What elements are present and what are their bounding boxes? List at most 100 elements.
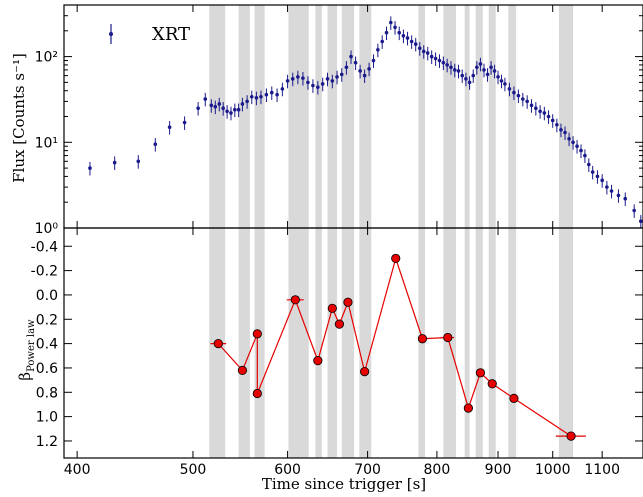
flux-points	[88, 16, 643, 228]
y-tick-label: -0.4	[31, 239, 58, 255]
flux-point	[460, 73, 465, 78]
beta-point	[252, 388, 262, 399]
beta-line	[217, 256, 572, 437]
y-axis-label-sub: Power law	[26, 319, 37, 372]
flux-point	[478, 62, 483, 66]
flux-point	[464, 77, 468, 81]
beta-axis-ticks: 400 500 600 700 800 900 1000 1100 -0.4 -0.2 0.0 0.2…	[31, 228, 643, 478]
x-tick-label: 1100	[584, 462, 620, 478]
flux-point	[136, 159, 141, 164]
flux-point	[358, 69, 362, 73]
flux-point	[409, 39, 414, 44]
beta-point	[343, 297, 353, 307]
flux-point	[449, 65, 453, 70]
beta-point	[334, 319, 345, 329]
flux-point	[296, 75, 300, 79]
flux-point	[209, 103, 214, 108]
beta-point	[417, 334, 428, 344]
flux-point	[499, 79, 504, 83]
flux-point	[546, 114, 551, 119]
flux-point	[213, 104, 218, 109]
y-axis-label-bottom: βPower law	[16, 319, 37, 381]
y-tick-label: 10⁰	[35, 221, 59, 237]
y-axis-label-top: Flux [Counts s⁻¹]	[10, 53, 28, 183]
flux-point	[275, 92, 279, 97]
flux-point	[339, 72, 344, 77]
flux-point	[306, 80, 310, 85]
flux-point	[429, 54, 434, 59]
flux-point	[316, 85, 320, 89]
shaded-interval	[359, 5, 372, 458]
beta-point	[509, 393, 519, 403]
flux-point	[353, 60, 358, 65]
flux-point	[559, 127, 563, 132]
flux-point	[475, 65, 479, 70]
beta-point	[252, 329, 262, 339]
flux-point	[623, 196, 628, 201]
flux-point	[425, 51, 430, 55]
flux-point	[595, 174, 600, 179]
y-tick-label: 10²	[35, 50, 58, 66]
beta-point	[237, 365, 248, 375]
beta-panel-frame	[63, 227, 643, 459]
flux-point	[344, 65, 349, 70]
shaded-interval	[315, 5, 322, 458]
flux-point	[437, 58, 442, 63]
y-tick-label: 0.6	[36, 361, 58, 377]
flux-point	[401, 33, 406, 38]
y-axis-label-beta: β	[16, 372, 34, 381]
flux-point	[600, 178, 604, 183]
flux-point	[362, 73, 367, 78]
flux-point	[417, 46, 422, 51]
beta-point	[327, 303, 337, 313]
shaded-interval	[254, 5, 265, 458]
flux-point	[575, 144, 579, 149]
flux-point	[233, 107, 237, 112]
flux-point	[456, 69, 461, 73]
y-tick-label: 0.0	[36, 288, 58, 304]
legend: XRT	[109, 24, 190, 45]
flux-point	[221, 106, 225, 110]
x-tick-label: 600	[274, 462, 301, 478]
flux-point	[225, 109, 229, 114]
x-tick-label: 500	[180, 462, 207, 478]
flux-point	[413, 42, 418, 46]
flux-point	[433, 56, 438, 61]
flux-panel: 10⁰ 10¹ 10²	[35, 4, 643, 237]
flux-point	[452, 68, 457, 72]
shaded-interval	[418, 5, 426, 458]
flux-point	[367, 67, 371, 71]
flux-point	[388, 20, 393, 25]
shaded-interval	[443, 5, 457, 458]
flux-point	[529, 103, 534, 108]
flux-point	[542, 111, 547, 115]
flux-point	[88, 166, 92, 170]
flux-point	[167, 125, 172, 130]
flux-point	[516, 93, 521, 98]
flux-point	[538, 109, 542, 114]
flux-point	[259, 94, 263, 99]
flux-point	[616, 193, 621, 198]
flux-point	[482, 68, 486, 72]
flux-point	[311, 83, 315, 88]
x-tick-label: 800	[424, 462, 451, 478]
shaded-interval	[475, 5, 483, 458]
flux-point	[590, 170, 595, 174]
beta-point	[463, 403, 473, 413]
flux-point	[605, 185, 609, 189]
flux-point	[555, 123, 559, 127]
flux-point	[534, 106, 538, 110]
beta-panel: 400 500 600 700 800 900 1000 1100 -0.4 -0.2 0.0 0.2…	[31, 227, 643, 478]
shaded-interval	[238, 5, 250, 458]
x-axis-label: Time since trigger [s]	[262, 475, 426, 493]
flux-point	[249, 94, 254, 99]
legend-marker	[109, 32, 113, 36]
flux-point	[525, 99, 529, 104]
x-tick-label: 900	[485, 462, 512, 478]
shaded-interval	[288, 5, 309, 458]
flux-point	[229, 111, 233, 115]
shaded-interval	[327, 5, 338, 458]
flux-point	[236, 107, 241, 112]
beta-point	[360, 366, 370, 377]
shaded-intervals	[209, 5, 574, 458]
